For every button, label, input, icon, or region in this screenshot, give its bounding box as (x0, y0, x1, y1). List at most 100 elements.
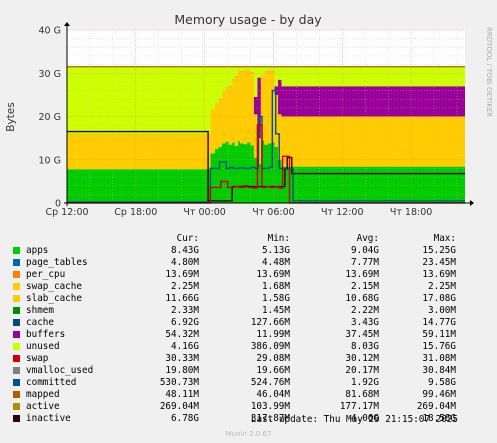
legend-cur: 6.92G (171, 317, 199, 328)
legend-avg: 7.77M (351, 257, 379, 268)
legend-name: slab_cache (26, 293, 82, 304)
legend-avg: 13.69M (345, 269, 379, 280)
legend-name: inactive (26, 413, 71, 424)
legend-min: 317.87M (250, 413, 290, 424)
legend-max: 9.58G (428, 377, 456, 388)
legend-avg: 37.45M (345, 329, 379, 340)
area-slab_cache (67, 69, 465, 170)
legend-min: 103.99M (250, 401, 290, 412)
legend-min: 4.48M (262, 257, 290, 268)
chart-title: Memory usage - by day (174, 12, 322, 27)
axes: 0 10 G 20 G 30 G 40 G Ср 12:00 Ср 18:00 Чт 00:0… (39, 22, 474, 218)
x-tick-label: Ср 18:00 (114, 207, 157, 218)
legend-row: active 269.04M 103.99M 177.17M 269.04M (0, 401, 497, 413)
x-tick-label: Ср 12:00 (45, 207, 88, 218)
line-swap (67, 124, 465, 204)
legend-swatch (13, 367, 20, 374)
legend-avg: 10.68G (345, 293, 379, 304)
legend-avg: 2.15M (351, 281, 379, 292)
y-tick-label: 0 (55, 199, 61, 210)
legend-swatch (13, 247, 20, 254)
x-tick-label: Чт 00:00 (183, 207, 225, 218)
legend-min: 5.13G (262, 245, 290, 256)
legend-min: 1.68M (262, 281, 290, 292)
legend-avg: 1.92G (351, 377, 379, 388)
legend-swatch (13, 355, 20, 362)
legend-cur: 11.66G (165, 293, 199, 304)
legend-max: 30.84M (422, 365, 456, 376)
legend-cur: 4.16G (171, 341, 199, 352)
legend-avg: 3.43G (351, 317, 379, 328)
y-tick-label: 20 G (39, 112, 61, 123)
legend-swatch (13, 403, 20, 410)
legend-cur: 8.43G (171, 245, 199, 256)
x-tick-label: Чт 12:00 (321, 207, 363, 218)
legend-min: 1.58G (262, 293, 290, 304)
header-avg: Avg: (356, 233, 379, 244)
legend-name: page_tables (26, 257, 88, 268)
legend-name: vmalloc_used (26, 365, 94, 376)
legend-name: active (26, 401, 60, 412)
grid (66, 29, 465, 204)
legend-cur: 6.78G (171, 413, 199, 424)
legend-row: slab_cache 11.66G 1.58G 10.68G 17.08G (0, 293, 497, 305)
legend-name: swap (26, 353, 49, 364)
y-tick-label: 30 G (39, 69, 61, 80)
legend-row: apps 8.43G 5.13G 9.04G 15.25G (0, 245, 497, 257)
legend-swatch (13, 331, 20, 338)
stacked-areas (67, 66, 465, 203)
legend-max: 59.11M (422, 329, 456, 340)
legend-cur: 54.32M (165, 329, 199, 340)
legend-swatch (13, 343, 20, 350)
legend-name: shmem (26, 305, 54, 316)
legend-row: mapped 48.11M 46.04M 81.68M 99.46M (0, 389, 497, 401)
legend-swatch (13, 283, 20, 290)
legend-max: 15.76G (422, 341, 456, 352)
legend-min: 29.08M (256, 353, 290, 364)
legend-row: cache 6.92G 127.66M 3.43G 14.77G (0, 317, 497, 329)
legend-avg: 20.17M (345, 365, 379, 376)
legend-cur: 4.80M (171, 257, 199, 268)
header-min: Min: (267, 233, 290, 244)
legend-max: 31.08M (422, 353, 456, 364)
area-unused (67, 66, 465, 135)
legend-max: 14.77G (422, 317, 456, 328)
legend-row: swap_cache 2.25M 1.68M 2.15M 2.25M (0, 281, 497, 293)
legend-swatch (13, 259, 20, 266)
series-lines (67, 89, 465, 204)
generator-credit: Munin 2.0.67 (225, 430, 272, 438)
legend-swatch (13, 307, 20, 314)
memory-usage-chart: Memory usage - by day RRDTOOL / TOBI OET… (5, 12, 493, 218)
legend-swatch (13, 319, 20, 326)
legend-cur: 19.80M (165, 365, 199, 376)
legend-cur: 2.25M (171, 281, 199, 292)
area-apps (67, 140, 465, 203)
legend-min: 19.66M (256, 365, 290, 376)
legend-row: page_tables 4.80M 4.48M 7.77M 23.45M (0, 257, 497, 269)
line-inactive (67, 130, 465, 202)
area-buffers (67, 69, 465, 139)
legend-max: 3.00M (428, 305, 456, 316)
legend-name: unused (26, 341, 60, 352)
legend-row: swap 30.33M 29.08M 30.12M 31.08M (0, 353, 497, 365)
legend-min: 524.76M (250, 377, 290, 388)
legend-max: 269.04M (416, 401, 456, 412)
legend-name: swap_cache (26, 281, 82, 292)
legend-min: 386.09M (250, 341, 290, 352)
legend-cur: 2.33M (171, 305, 199, 316)
side-label: RRDTOOL / TOBI OETIKER (485, 27, 493, 117)
legend-swatch (13, 379, 20, 386)
legend-avg: 177.17M (339, 401, 379, 412)
legend-row: committed 530.73M 524.76M 1.92G 9.58G (0, 377, 497, 389)
legend-row: vmalloc_used 19.80M 19.66M 20.17M 30.84M (0, 365, 497, 377)
legend-row: buffers 54.32M 11.99M 37.45M 59.11M (0, 329, 497, 341)
y-axis-arrow (64, 22, 70, 26)
legend-min: 11.99M (256, 329, 290, 340)
legend-row: shmem 2.33M 1.45M 2.22M 3.00M (0, 305, 497, 317)
legend-max: 2.25M (428, 281, 456, 292)
x-axis-arrow (470, 200, 474, 206)
legend-cur: 530.73M (159, 377, 199, 388)
legend-name: mapped (26, 389, 60, 400)
x-tick-label: Чт 06:00 (252, 207, 294, 218)
legend-min: 46.04M (256, 389, 290, 400)
